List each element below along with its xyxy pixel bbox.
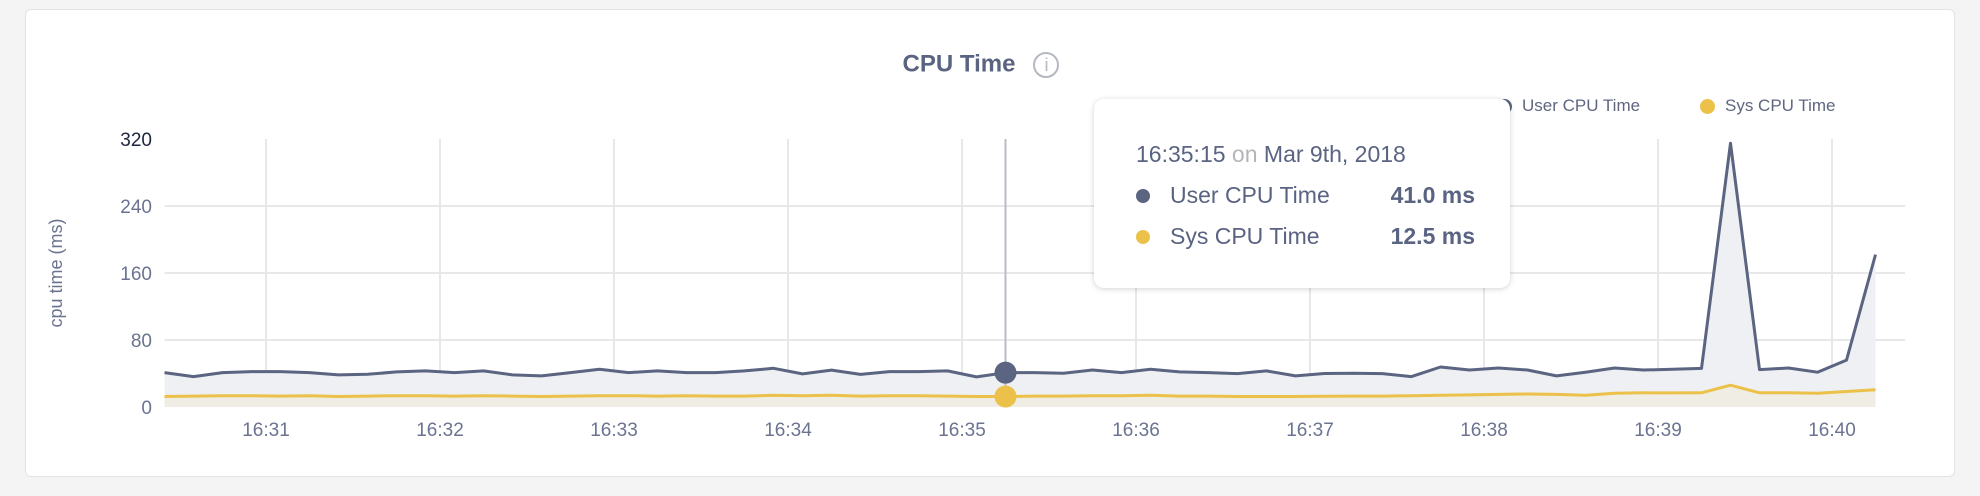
tooltip-header: 16:35:15 on Mar 9th, 2018: [1136, 141, 1510, 168]
tooltip-time: 16:35:15: [1136, 141, 1226, 167]
y-axis-label: cpu time (ms): [46, 218, 66, 327]
x-tick-label: 16:40: [1808, 420, 1856, 441]
info-icon[interactable]: i: [1033, 51, 1060, 78]
legend-item-sys[interactable]: Sys CPU Time: [1700, 96, 1836, 116]
x-tick-label: 16:36: [1112, 420, 1160, 441]
tooltip-value: 41.0 ms: [1390, 182, 1475, 208]
tooltip-on: on: [1231, 141, 1258, 167]
x-tick-label: 16:35: [938, 420, 986, 441]
x-tick-label: 16:31: [242, 420, 290, 441]
chart-title-row: CPU Time i: [26, 50, 1936, 79]
sys-hover-point: [994, 385, 1017, 408]
legend-item-user[interactable]: User CPU Time: [1497, 96, 1640, 116]
y-tick-label: 240: [120, 197, 152, 218]
y-tick-label: 320: [120, 130, 152, 151]
user-area: [164, 143, 1876, 407]
hover-tooltip: 16:35:15 on Mar 9th, 2018 User CPU Time …: [1094, 99, 1510, 288]
x-tick-label: 16:34: [764, 420, 812, 441]
tooltip-label: Sys CPU Time: [1170, 223, 1320, 249]
x-tick-label: 16:39: [1634, 420, 1682, 441]
sys-dot-icon: [1136, 229, 1150, 244]
tooltip-row-sys: Sys CPU Time 12.5 ms: [1136, 223, 1510, 250]
y-tick-label: 160: [120, 264, 152, 285]
x-tick-label: 16:33: [590, 420, 638, 441]
legend-label-user: User CPU Time: [1522, 96, 1641, 115]
tooltip-date: Mar 9th, 2018: [1263, 141, 1406, 167]
tooltip-value: 12.5 ms: [1390, 223, 1475, 249]
sys-legend-dot-icon: [1700, 98, 1715, 114]
y-tick-label: 80: [131, 331, 152, 352]
tooltip-row-user: User CPU Time 41.0 ms: [1136, 182, 1510, 209]
user-cpu-line: [164, 141, 1877, 379]
chart-title: CPU Time: [902, 50, 1016, 78]
sys-area: [164, 385, 1876, 407]
sys-cpu-line: [164, 383, 1876, 398]
legend-label-sys: Sys CPU Time: [1725, 96, 1836, 115]
x-tick-label: 16:37: [1286, 420, 1334, 441]
user-hover-point: [994, 361, 1017, 384]
x-tick-label: 16:38: [1460, 420, 1508, 441]
user-dot-icon: [1136, 188, 1150, 203]
y-tick-label: 0: [141, 398, 152, 419]
tooltip-label: User CPU Time: [1170, 182, 1330, 208]
x-tick-label: 16:32: [416, 420, 464, 441]
